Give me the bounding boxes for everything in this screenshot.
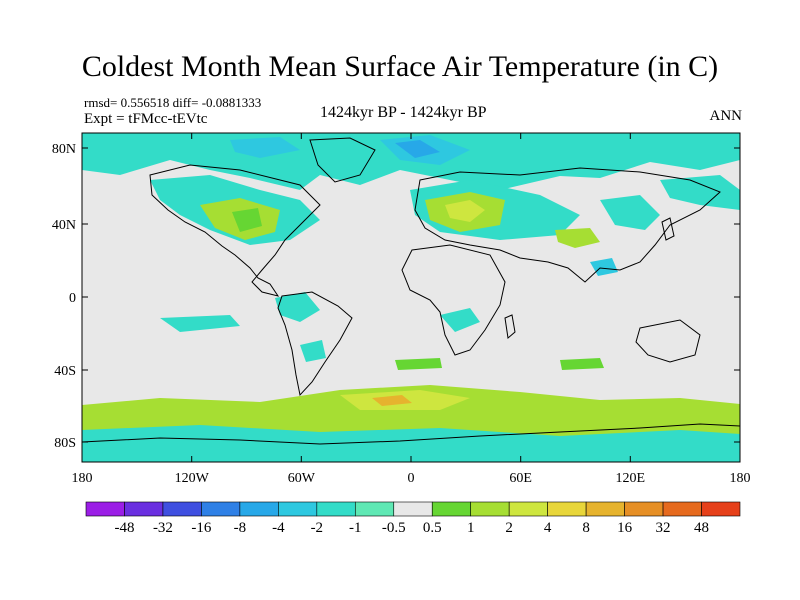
- indian-ocean-anomaly: [560, 358, 604, 370]
- colorbar-swatch: [508, 501, 548, 517]
- south-america-anomaly: [275, 292, 320, 322]
- lon-label: 120W: [175, 471, 210, 486]
- colorbar-swatch: [239, 501, 279, 517]
- colorbar-label: 16: [617, 520, 633, 536]
- south-atlantic-anomaly: [395, 358, 442, 370]
- south-america-coast: [277, 291, 353, 397]
- lon-label: 60E: [509, 471, 532, 486]
- lat-label: 80S: [54, 436, 76, 451]
- africa-anomaly: [440, 308, 480, 332]
- colorbar-swatch: [431, 501, 472, 517]
- colorbar-label: -2: [311, 520, 324, 536]
- lon-label: 0: [408, 471, 415, 486]
- period-label: 1424kyr BP - 1424kyr BP: [320, 104, 487, 121]
- lon-label: 60W: [288, 471, 316, 486]
- longitude-axis: 180 120W 60W 0 60E 120E 180: [72, 133, 751, 486]
- colorbar-swatch: [393, 501, 433, 517]
- colorbar-label: 8: [582, 520, 590, 536]
- madagascar-coast: [504, 314, 516, 339]
- season-label: ANN: [709, 108, 743, 124]
- eurasia-warm-core: [445, 200, 485, 222]
- colorbar: -48 -32 -16 -8 -4 -2 -1 -0.5 0.5 1 2 4 8 16 32 48: [85, 501, 741, 536]
- lat-label: 80N: [52, 142, 76, 157]
- north-pacific-anomaly: [660, 175, 740, 210]
- lon-label: 120E: [616, 471, 646, 486]
- tibet-anomaly: [590, 258, 618, 276]
- colorbar-label: -8: [234, 520, 247, 536]
- lat-label: 40S: [54, 364, 76, 379]
- arctic-blue-patch-2: [395, 140, 440, 158]
- colorbar-swatch: [278, 501, 318, 517]
- antarctica-coast: [82, 423, 740, 445]
- arctic-teal-patch: [230, 137, 300, 158]
- colorbar-label: 48: [694, 520, 709, 536]
- north-america-warm-2: [232, 208, 262, 232]
- coastlines: [82, 137, 740, 445]
- colorbar-swatch: [470, 501, 510, 517]
- north-america-coast: [149, 164, 321, 297]
- colorbar-swatch: [701, 501, 741, 517]
- colorbar-label: -48: [114, 520, 134, 536]
- colorbar-label: -0.5: [382, 520, 406, 536]
- stats-line: rmsd= 0.556518 diff= -0.0881333: [84, 95, 262, 110]
- greenland-coast: [309, 137, 376, 183]
- colorbar-swatch: [662, 501, 702, 517]
- experiment-label: Expt = tFMcc-tEVtc: [84, 111, 208, 127]
- southern-ocean-cool: [82, 425, 740, 462]
- patagonia-anomaly: [300, 340, 326, 362]
- tropical-pacific-anomaly: [160, 315, 240, 332]
- colorbar-label: 2: [505, 520, 513, 536]
- east-asia-anomaly: [600, 195, 660, 230]
- colorbar-swatch: [85, 501, 125, 517]
- colorbar-swatch: [124, 501, 164, 517]
- latitude-axis: 80N 40N 0 40S 80S: [52, 142, 740, 451]
- colorbar-label: -1: [349, 520, 362, 536]
- colorbar-label: -16: [191, 520, 211, 536]
- colorbar-swatch: [162, 501, 202, 517]
- japan-coast: [661, 217, 675, 241]
- colorbar-label: 1: [467, 520, 475, 536]
- colorbar-swatch: [547, 501, 587, 517]
- colorbar-swatch: [316, 501, 356, 517]
- colorbar-swatch: [585, 501, 625, 517]
- map-title: Coldest Month Mean Surface Air Temperatu…: [81, 50, 719, 83]
- colorbar-label: -4: [272, 520, 285, 536]
- anomaly-fields: [82, 133, 740, 462]
- colorbar-swatch: [201, 501, 241, 517]
- central-asia-warm: [555, 228, 600, 248]
- colorbar-label: 0.5: [423, 520, 442, 536]
- southern-ocean-hot: [372, 395, 412, 406]
- colorbar-label: -32: [153, 520, 173, 536]
- lon-label: 180: [72, 471, 93, 486]
- lon-label: 180: [730, 471, 751, 486]
- colorbar-swatch: [624, 501, 664, 517]
- lat-label: 0: [69, 291, 76, 306]
- australia-coast: [635, 319, 701, 363]
- colorbar-label: 32: [656, 520, 671, 536]
- colorbar-swatch: [354, 501, 395, 517]
- colorbar-label: 4: [544, 520, 552, 536]
- lat-label: 40N: [52, 218, 76, 233]
- eurasia-coast: [414, 167, 721, 283]
- africa-coast: [401, 244, 506, 356]
